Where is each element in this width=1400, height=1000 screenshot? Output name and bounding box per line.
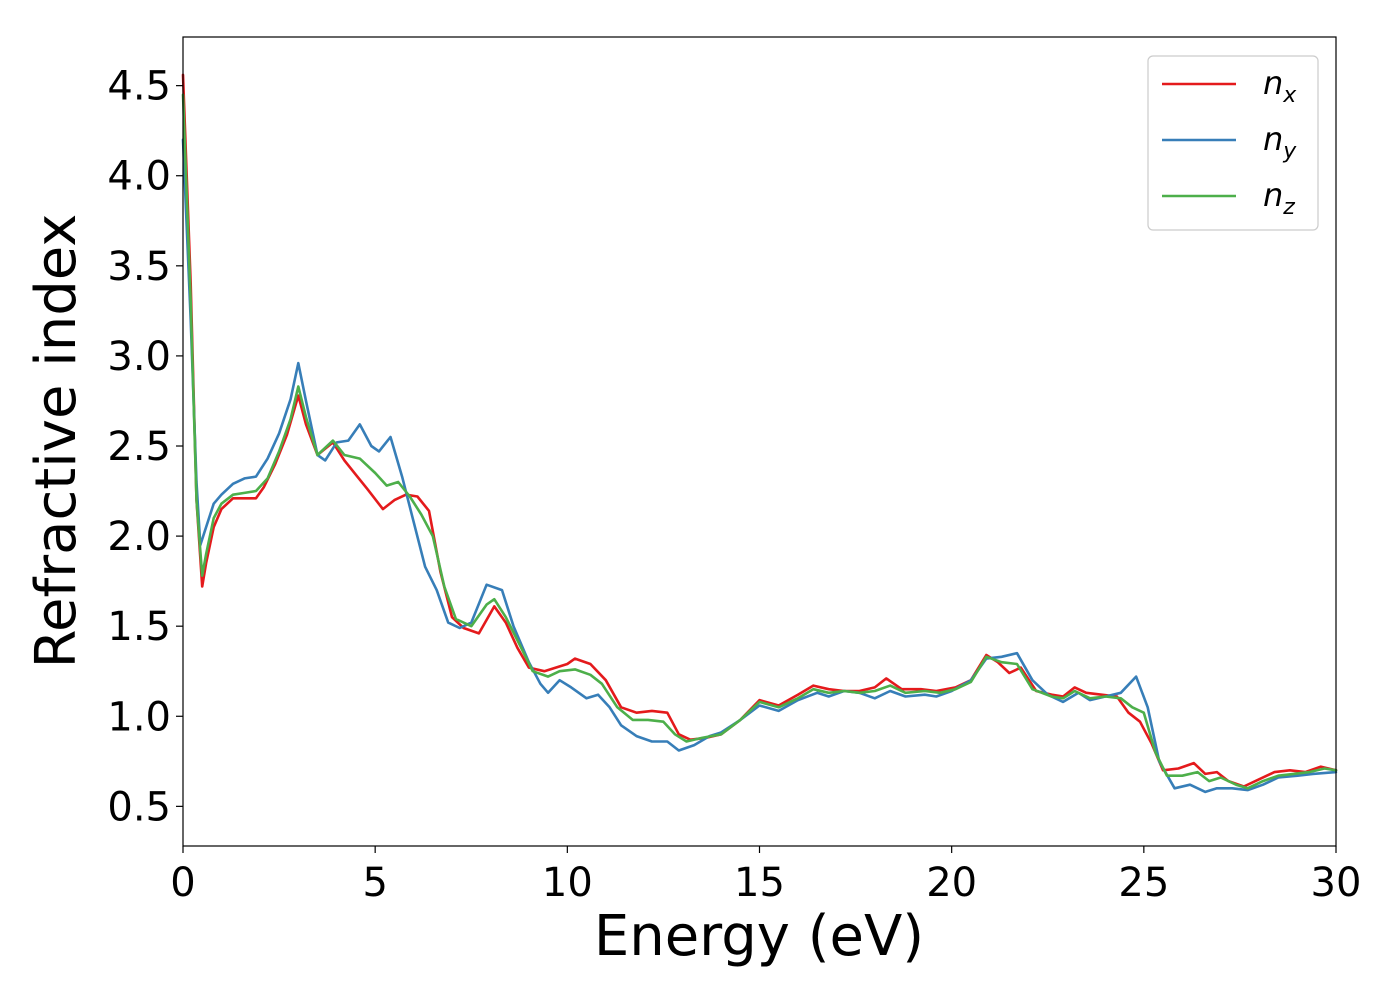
series-layer — [181, 73, 1338, 794]
x-tick-label: 0 — [170, 860, 195, 906]
ticks-layer: 0 5 10 15 20 25 30 0.5 1.0 1.5 2.0 2.5 3.0 3.5 4.0 4.5 — [107, 64, 1361, 906]
y-tick-label: 4.5 — [107, 64, 171, 110]
x-axis-title: Energy (eV) — [594, 904, 924, 969]
y-tick-label: 3.0 — [107, 334, 171, 380]
x-tick-label: 30 — [1311, 860, 1362, 906]
y-tick-label: 1.0 — [107, 694, 171, 740]
y-axis-title: Refractive index — [24, 214, 89, 669]
series-line-z — [181, 93, 1338, 790]
legend-box — [1147, 55, 1319, 231]
y-tick-label: 2.0 — [107, 514, 171, 560]
y-tick-label: 2.5 — [107, 424, 171, 470]
y-tick-label: 1.5 — [107, 604, 171, 650]
y-tick-label: 0.5 — [107, 784, 171, 830]
y-tick-label: 3.5 — [107, 244, 171, 290]
x-tick-label: 15 — [734, 860, 785, 906]
series-line-y — [181, 138, 1338, 794]
x-tick-label: 20 — [926, 860, 977, 906]
x-tick-label: 10 — [542, 860, 593, 906]
x-tick-label: 25 — [1118, 860, 1169, 906]
y-tick-label: 4.0 — [107, 154, 171, 200]
legend-label-y: ny — [1263, 120, 1297, 164]
x-tick-label: 5 — [362, 860, 387, 906]
